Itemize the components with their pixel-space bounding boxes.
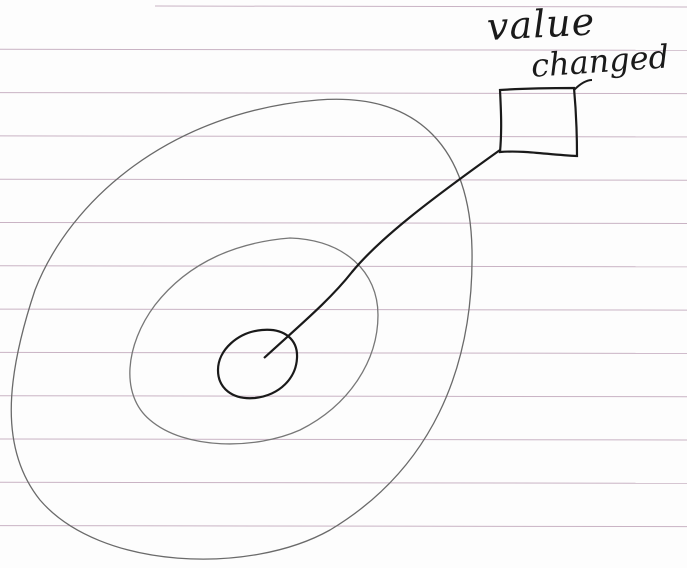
ruled-line bbox=[0, 308, 687, 311]
ruled-line bbox=[0, 222, 687, 224]
ruled-line bbox=[0, 525, 687, 528]
inner-ring bbox=[216, 328, 299, 400]
label-value: value bbox=[485, 0, 597, 49]
ruled-line bbox=[0, 135, 687, 138]
ruled-line bbox=[0, 351, 687, 354]
outer-ring bbox=[10, 98, 473, 560]
callout-box bbox=[498, 86, 579, 158]
ruled-line bbox=[0, 481, 687, 484]
pointer-line bbox=[263, 149, 501, 359]
ruled-line bbox=[0, 438, 687, 441]
label-connector bbox=[573, 79, 593, 91]
label-changed: changed bbox=[529, 37, 671, 85]
ruled-line bbox=[0, 395, 687, 398]
ruled-line bbox=[0, 265, 687, 268]
ruled-line bbox=[0, 92, 687, 95]
ruled-line bbox=[0, 178, 687, 181]
middle-ring bbox=[129, 237, 379, 445]
ruled-line bbox=[154, 5, 687, 8]
ruled-line bbox=[0, 48, 687, 51]
